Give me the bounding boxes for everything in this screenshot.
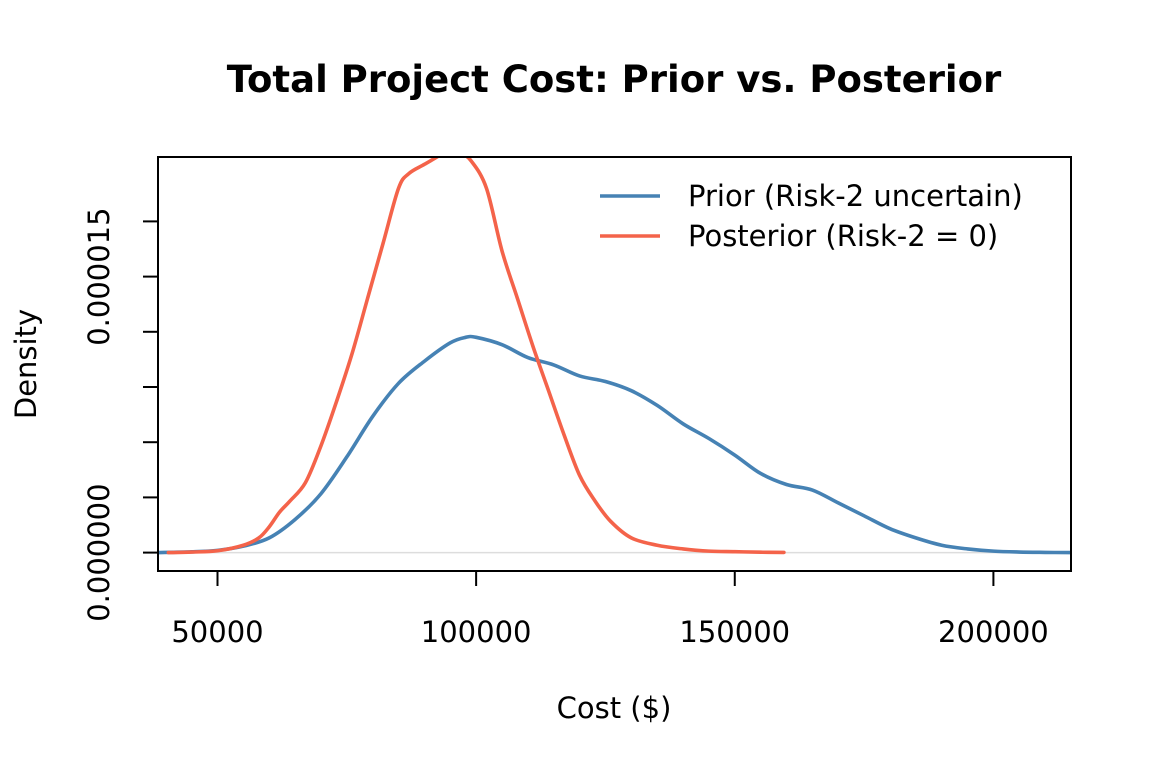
legend: Prior (Risk-2 uncertain) Posterior (Risk-…: [600, 179, 1023, 253]
x-tick-label: 50000: [171, 615, 263, 649]
y-tick-label: 0.000015: [82, 207, 116, 345]
series-group: [158, 157, 1071, 555]
legend-label-prior: Prior (Risk-2 uncertain): [688, 179, 1023, 213]
x-tick-label: 100000: [421, 615, 532, 649]
legend-label-posterior: Posterior (Risk-2 = 0): [688, 219, 998, 253]
axes: 50000 100000 150000 200000 0.000000 0.000015: [82, 156, 1072, 649]
series-line-prior: [158, 334, 1071, 555]
plot-area: [158, 157, 1071, 555]
y-tick-label: 0.000000: [82, 483, 116, 621]
y-axis-label: Density: [9, 309, 43, 419]
x-tick-label: 200000: [938, 615, 1049, 649]
chart-title: Total Project Cost: Prior vs. Posterior: [227, 58, 1002, 101]
x-tick-label: 150000: [679, 615, 790, 649]
x-axis-label: Cost ($): [557, 691, 672, 725]
series-line-posterior: [166, 157, 786, 555]
